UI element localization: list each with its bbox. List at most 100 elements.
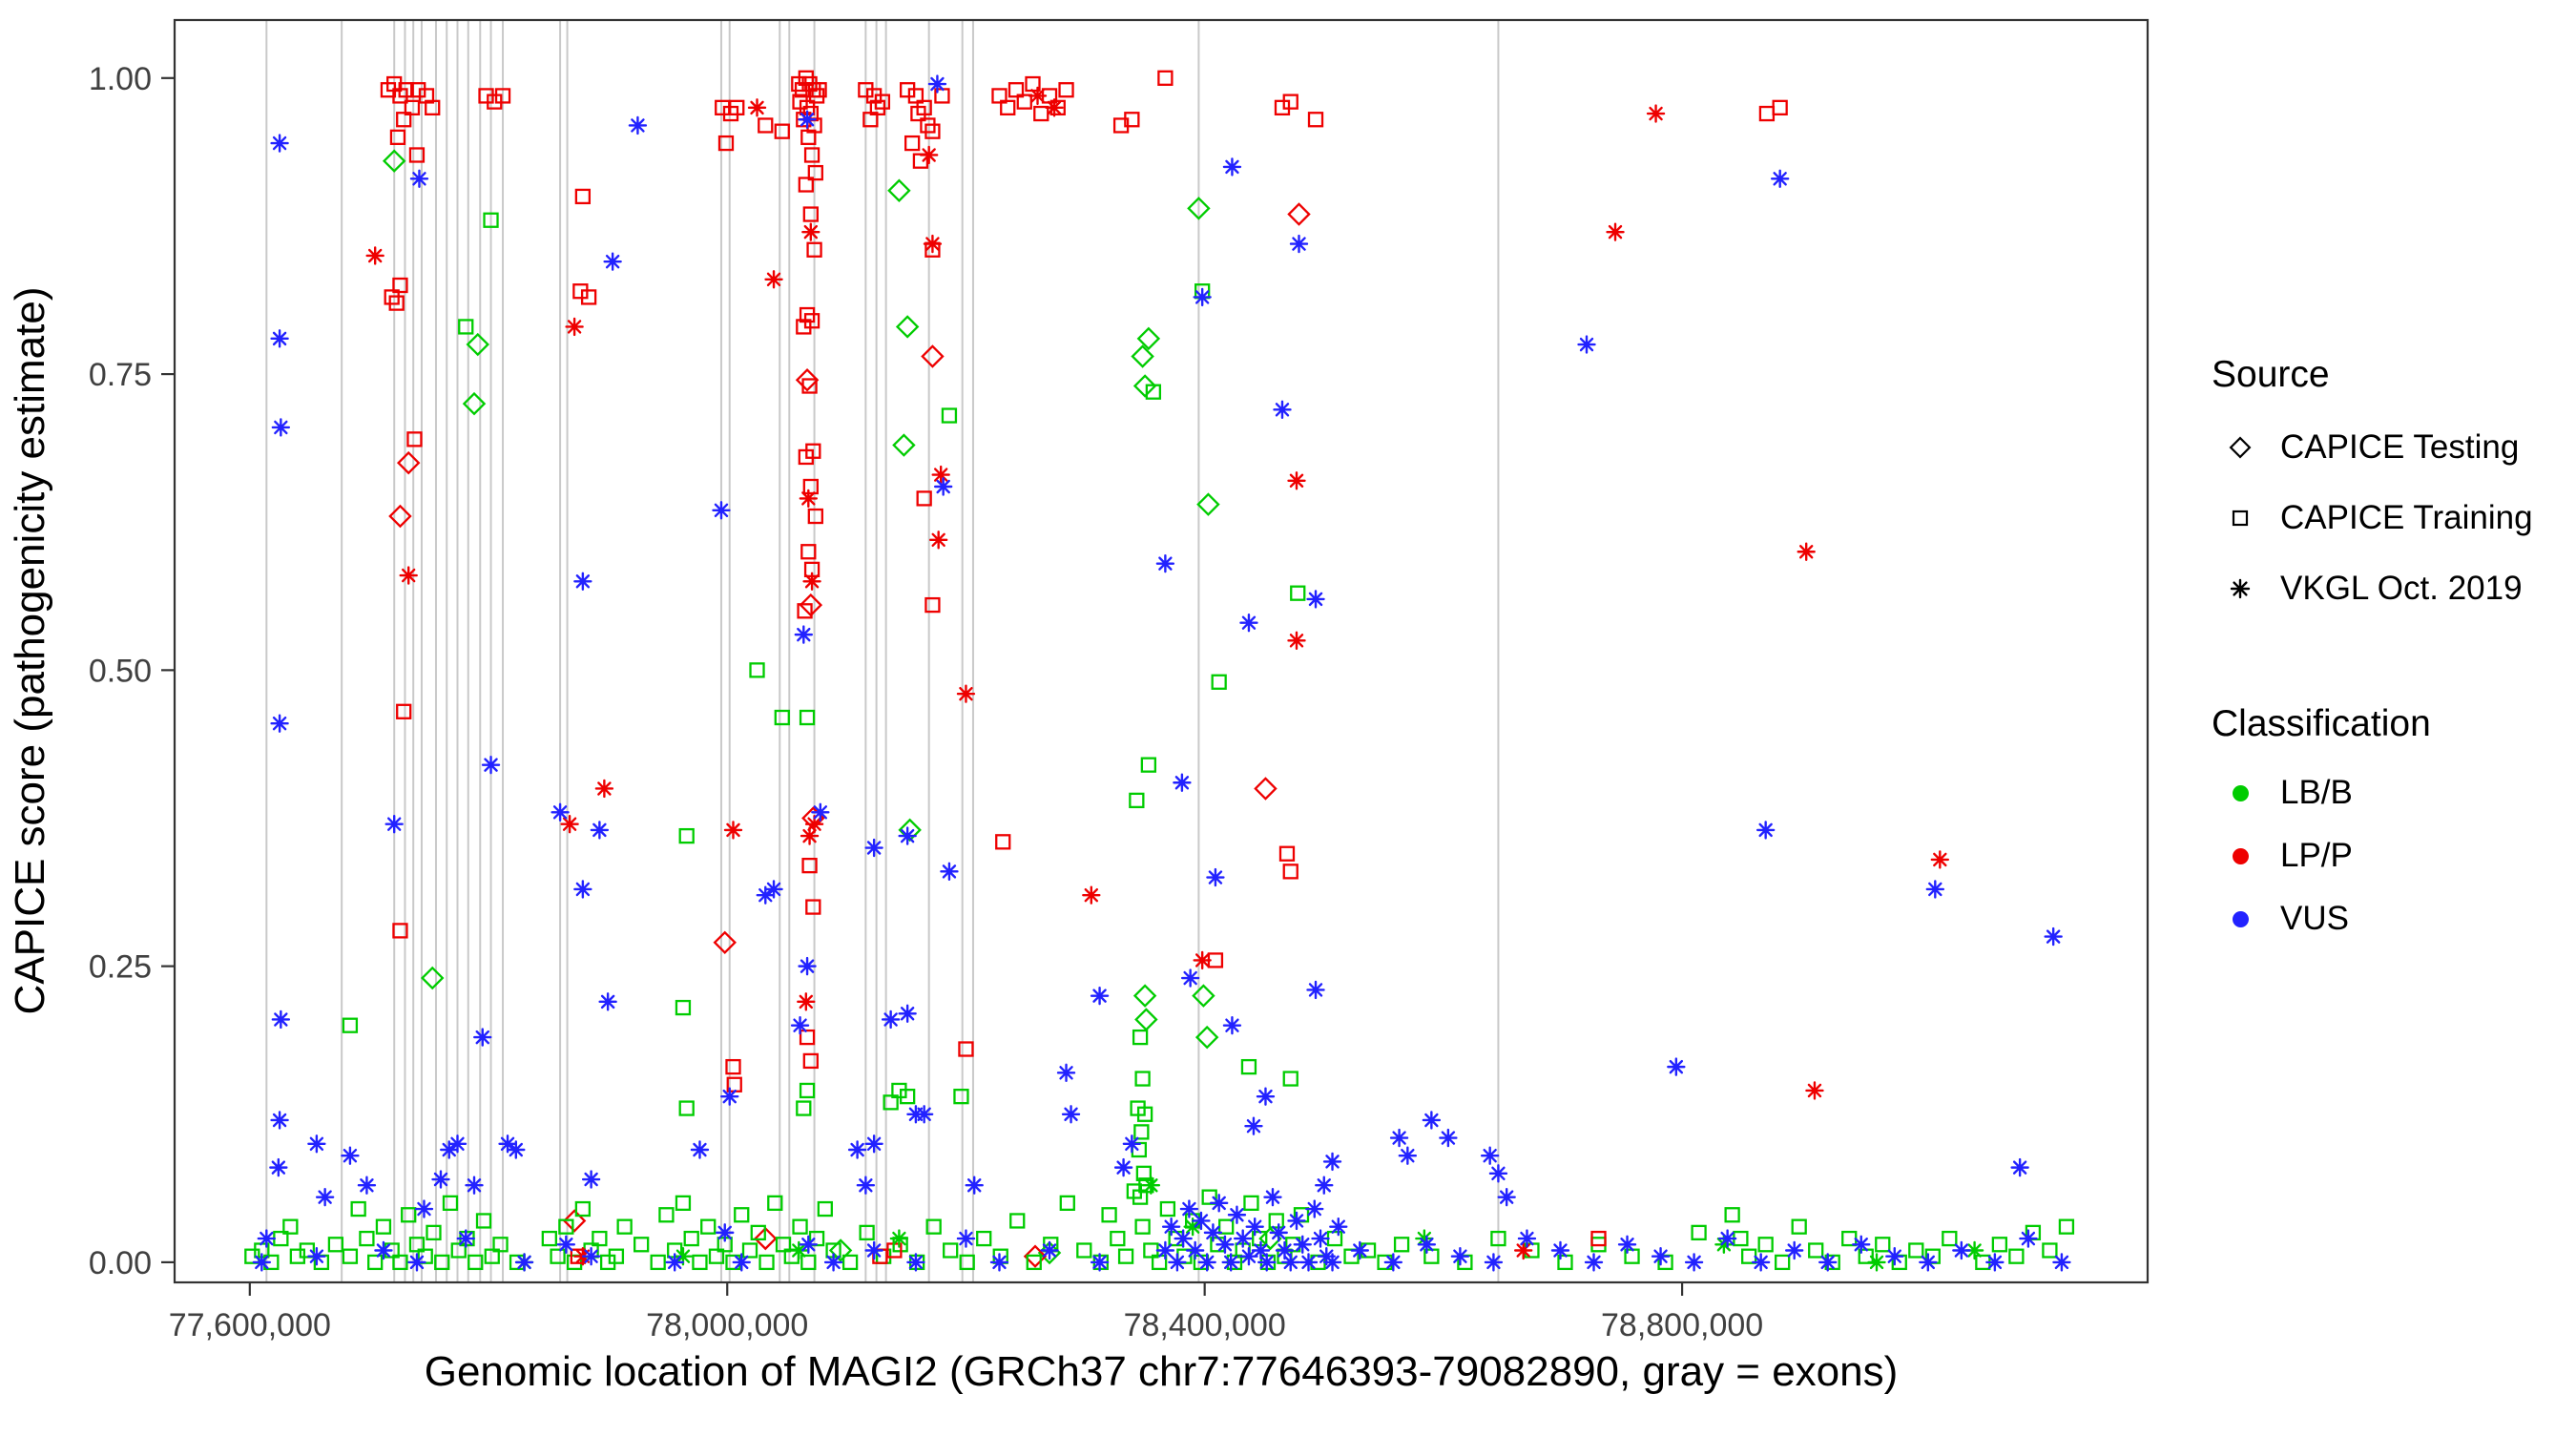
data-point-asterisk	[271, 1009, 291, 1030]
data-point-square	[792, 94, 808, 110]
data-point-asterisk	[927, 74, 947, 94]
data-point-square	[426, 1224, 442, 1241]
data-point-asterisk	[628, 115, 648, 135]
data-point-square	[1126, 1183, 1143, 1199]
x-tick-label: 77,600,000	[169, 1307, 331, 1343]
data-point-asterisk	[1113, 1157, 1133, 1177]
data-point-asterisk	[723, 821, 743, 840]
data-point-square	[1009, 1213, 1026, 1229]
data-point-asterisk	[307, 1134, 326, 1154]
data-point-asterisk	[1964, 1240, 1984, 1260]
data-point-asterisk	[1183, 1217, 1202, 1237]
data-point-square	[678, 827, 695, 844]
data-point-square	[916, 490, 932, 507]
data-point-square	[774, 709, 790, 726]
data-point-asterisk	[794, 625, 814, 644]
data-point-asterisk	[914, 1105, 934, 1124]
data-point-square	[484, 1248, 500, 1264]
data-point-square	[1008, 82, 1025, 98]
data-point-square	[650, 1254, 666, 1271]
data-point-asterisk	[2010, 1157, 2029, 1177]
data-point-square	[408, 147, 426, 163]
legend-item-label: VKGL Oct. 2019	[2280, 570, 2523, 607]
data-point-square	[1991, 1237, 2008, 1253]
legend-item-label: CAPICE Testing	[2280, 428, 2520, 466]
data-point-square	[800, 544, 817, 560]
y-axis-title: CAPICE score (pathogenicity estimate)	[7, 287, 53, 1015]
x-axis-title: Genomic location of MAGI2 (GRCh37 chr7:7…	[425, 1348, 1899, 1395]
data-point-square	[574, 188, 592, 205]
data-point-square	[700, 1218, 717, 1235]
data-point-diamond	[713, 930, 737, 955]
data-point-square	[683, 1230, 699, 1247]
data-point-asterisk	[473, 1028, 492, 1047]
data-point-square	[675, 1195, 692, 1211]
legend-classification-block: Classification LB/B LP/P VUS	[2212, 702, 2533, 950]
data-point-asterisk	[1263, 1187, 1282, 1207]
data-point-square	[904, 135, 921, 152]
data-point-asterisk	[1755, 821, 1776, 840]
data-point-asterisk	[1179, 1199, 1199, 1218]
data-point-asterisk	[1293, 1235, 1312, 1254]
data-point-asterisk	[965, 1176, 984, 1195]
data-point-asterisk	[1514, 1240, 1533, 1260]
data-point-asterisk	[989, 1253, 1009, 1272]
data-point-square	[404, 99, 421, 115]
data-point-asterisk	[1497, 1187, 1516, 1207]
data-point-asterisk	[1287, 631, 1306, 651]
data-point-square	[392, 277, 408, 294]
data-point-diamond	[1192, 984, 1215, 1008]
data-point-asterisk	[1155, 1240, 1175, 1260]
data-point-square	[406, 431, 423, 447]
data-point-asterisk	[1480, 1146, 1500, 1165]
data-point-asterisk	[1239, 1247, 1258, 1266]
data-point-asterisk	[1281, 1253, 1300, 1272]
data-point-asterisk	[431, 1170, 450, 1189]
data-point-asterisk	[1315, 1176, 1334, 1195]
exon-lines-layer	[265, 20, 1500, 1282]
data-point-asterisk	[1550, 1240, 1570, 1260]
data-point-square	[483, 212, 499, 228]
data-point-square	[1058, 82, 1074, 98]
green-dot-icon	[2219, 784, 2261, 801]
data-point-square	[558, 1218, 574, 1235]
asterisk-icon	[2219, 572, 2261, 605]
data-point-asterisk	[341, 1146, 360, 1165]
data-point-square	[1791, 1218, 1807, 1235]
data-point-square	[798, 448, 814, 466]
data-point-asterisk	[1227, 1205, 1247, 1224]
data-point-square	[750, 1224, 766, 1241]
data-point-asterisk	[764, 270, 783, 289]
data-point-asterisk	[1192, 1211, 1211, 1231]
data-point-asterisk	[1450, 1247, 1470, 1266]
data-point-asterisk	[357, 1176, 377, 1195]
data-point-asterisk	[933, 477, 953, 496]
data-point-asterisk	[1577, 335, 1596, 354]
data-point-square	[1243, 1195, 1259, 1211]
data-point-square	[767, 1195, 783, 1211]
data-point-asterisk	[823, 1253, 843, 1272]
data-point-asterisk	[1852, 1235, 1871, 1254]
data-point-asterisk	[802, 572, 821, 591]
data-point-asterisk	[800, 826, 820, 845]
data-point-asterisk	[384, 814, 404, 834]
panel-background-rect	[175, 20, 2148, 1282]
legend-item-vus: VUS	[2212, 887, 2533, 950]
data-point-asterisk	[864, 1240, 883, 1260]
data-point-square	[1268, 1213, 1284, 1229]
data-point-asterisk	[481, 755, 501, 775]
data-point-asterisk	[919, 145, 939, 165]
data-point-asterisk	[1952, 1240, 1971, 1260]
legend-item-capice-testing: CAPICE Testing	[2212, 412, 2533, 483]
data-point-diamond	[1132, 984, 1157, 1008]
data-point-diamond	[1196, 492, 1220, 516]
data-point-asterisk	[1256, 1087, 1276, 1106]
data-point-square	[678, 1100, 695, 1116]
data-point-square	[907, 88, 924, 104]
blue-dot-icon	[2219, 910, 2261, 927]
data-point-square	[282, 1218, 299, 1235]
data-point-asterisk	[1090, 986, 1110, 1006]
data-point-square	[616, 1218, 633, 1235]
data-point-asterisk	[1239, 614, 1258, 633]
data-point-asterisk	[1222, 157, 1242, 177]
